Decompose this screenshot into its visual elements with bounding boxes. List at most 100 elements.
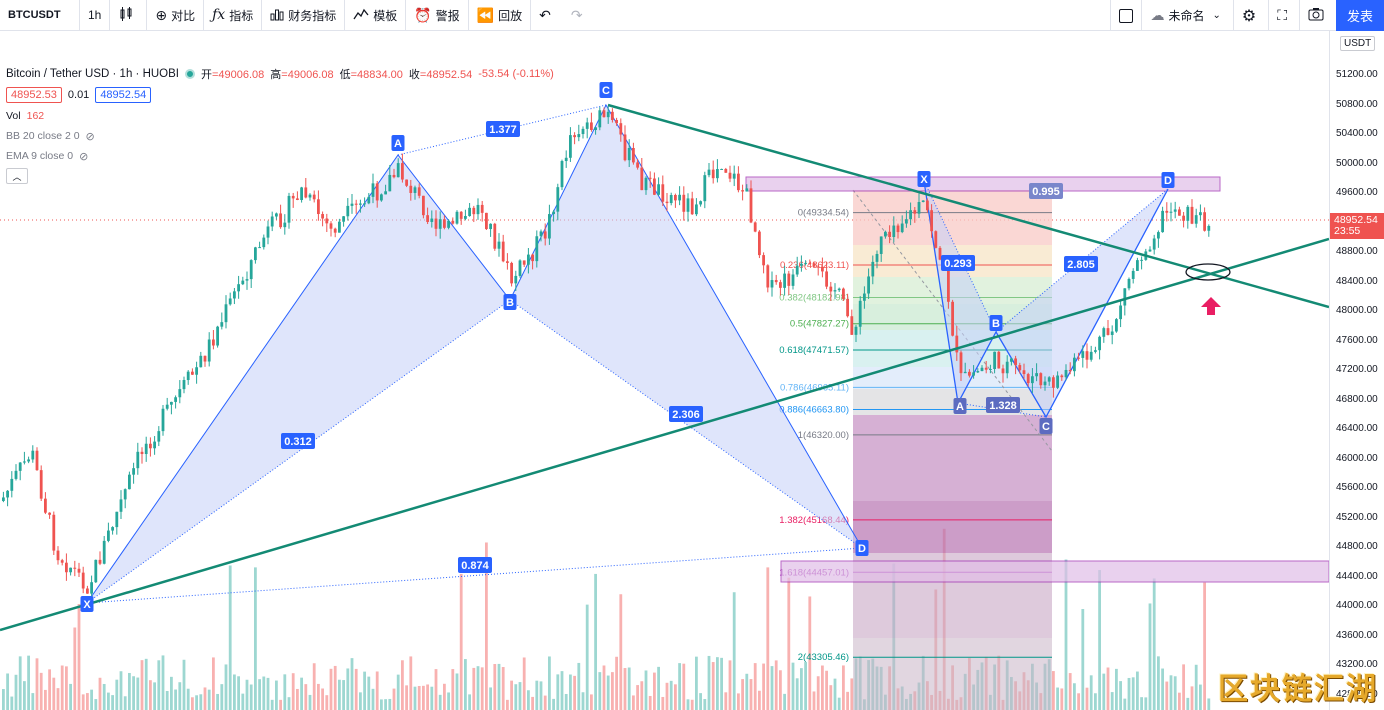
candle-body	[665, 201, 669, 204]
uptrend-line[interactable]	[0, 237, 1329, 632]
eye-hidden-icon[interactable]: ⊘	[85, 130, 95, 143]
volume-bar	[1207, 698, 1211, 710]
volume-bar	[39, 672, 43, 710]
currency-badge[interactable]: USDT	[1340, 36, 1376, 51]
candle-body	[989, 369, 992, 371]
candle-body	[144, 443, 148, 455]
candle-body	[779, 282, 782, 288]
volume-bar	[224, 664, 228, 710]
fib-label: 0(49334.54)	[798, 208, 849, 219]
interval-button[interactable]: 1h	[80, 0, 111, 31]
chart-type-button[interactable]	[110, 0, 148, 31]
candle-body	[1182, 215, 1185, 221]
select-layout-checkbox[interactable]	[1110, 0, 1141, 31]
volume-bar	[18, 656, 22, 710]
candle-body	[1052, 377, 1055, 388]
volume-bar	[430, 686, 434, 710]
volume-bar	[531, 696, 534, 710]
volume-bar	[1161, 668, 1164, 710]
volume-bar	[476, 666, 480, 710]
volume-bar	[1060, 688, 1064, 710]
pattern-large-xab-fill	[87, 155, 510, 603]
undo-button[interactable]: ↶	[531, 0, 563, 31]
legend-title[interactable]: Bitcoin / Tether USD · 1h · HUOBI	[6, 68, 179, 80]
volume-bar	[1094, 693, 1097, 710]
volume-bar	[409, 656, 413, 710]
pattern-small-bcd-fill	[996, 189, 1168, 417]
eye-hidden-icon[interactable]: ⊘	[79, 150, 89, 163]
compare-label: 对比	[171, 8, 196, 23]
candle-body	[1073, 357, 1076, 372]
templates-button[interactable]: 模板	[345, 0, 407, 31]
pattern-large-point-c: C	[602, 85, 610, 97]
candle-body	[338, 221, 341, 233]
candle-body	[1043, 381, 1047, 386]
candle-body	[401, 163, 404, 180]
fib-label: 2(43305.46)	[798, 652, 849, 663]
undo-icon: ↶	[539, 6, 551, 23]
fib-retracement[interactable]: 0(49334.54)0.236(48623.11)0.382(48182.98…	[779, 189, 1053, 710]
candle-body	[283, 222, 287, 228]
volume-bar	[791, 662, 795, 710]
volume-bar	[1115, 668, 1118, 710]
redo-button[interactable]: ↷	[563, 0, 595, 31]
buy-price-button[interactable]: 48952.54	[95, 87, 152, 103]
candle-body	[1094, 350, 1097, 352]
replay-button[interactable]: ⏪ 回放	[469, 0, 532, 31]
pattern-small-xb-dotted	[923, 180, 997, 333]
fib-label: 0.886(46663.80)	[779, 405, 849, 416]
fullscreen-button[interactable]: ⛶	[1268, 0, 1299, 31]
vol-value: 162	[26, 110, 45, 122]
candle-body	[14, 470, 18, 479]
candle-body	[900, 223, 904, 233]
price-scale[interactable]: USDT 51200.00 50800.00 50400.00 50000.00 496…	[1329, 31, 1384, 710]
resistance-zone[interactable]	[745, 176, 1221, 192]
candle-body	[1110, 331, 1114, 335]
candle-body	[506, 261, 509, 263]
sell-price-button[interactable]: 48952.53	[6, 87, 62, 103]
price-tick: 43600.00	[1336, 629, 1378, 641]
candle-body	[485, 212, 488, 230]
candle-body	[917, 202, 921, 214]
publish-button[interactable]: 发表	[1336, 0, 1384, 31]
ema-indicator-legend[interactable]: EMA 9 close 0 ⊘	[6, 149, 554, 163]
candle-body	[955, 335, 959, 353]
candle-body	[548, 214, 551, 239]
support-zone[interactable]	[780, 560, 1329, 583]
volume-bar	[1102, 673, 1106, 710]
compare-button[interactable]: ⊕ 对比	[147, 0, 205, 31]
chart-canvas[interactable]: 0(49334.54)0.236(48623.11)0.382(48182.98…	[0, 31, 1329, 710]
alert-button[interactable]: ⏰ 警报	[406, 0, 469, 31]
volume-bar	[69, 683, 72, 710]
snapshot-button[interactable]	[1299, 0, 1336, 31]
financials-button[interactable]: 财务指标	[262, 0, 346, 31]
candle-body	[476, 204, 480, 215]
volume-bar	[354, 668, 358, 710]
bb-indicator-legend[interactable]: BB 20 close 2 0 ⊘	[6, 129, 554, 143]
volume-bar	[846, 691, 849, 710]
alert-label: 警报	[435, 8, 460, 23]
volume-indicator-legend[interactable]: Vol 162	[6, 109, 554, 123]
candle-body	[186, 371, 190, 381]
price-tick: 45200.00	[1336, 511, 1378, 523]
pattern-small-point-c-box	[1039, 418, 1053, 434]
candle-body	[695, 204, 698, 215]
candle-body	[749, 188, 753, 223]
volume-bar	[707, 655, 711, 710]
volume-bar	[590, 694, 593, 710]
up-arrow-icon[interactable]	[1201, 297, 1221, 315]
vol-label: Vol	[6, 110, 21, 122]
chart-pane[interactable]: 0(49334.54)0.236(48623.11)0.382(48182.98…	[0, 31, 1329, 710]
volume-bar	[787, 577, 791, 710]
candle-body	[758, 231, 761, 256]
layout-name-button[interactable]: ☁ 未命名 ⌄	[1141, 0, 1232, 31]
collapse-legend-button[interactable]: ︿	[6, 168, 28, 184]
intersection-ellipse[interactable]	[1185, 263, 1231, 281]
candle-body	[892, 225, 896, 238]
candle-body	[438, 219, 442, 229]
candle-body	[1056, 375, 1059, 388]
indicators-button[interactable]: ƒx 指标	[204, 0, 263, 31]
symbol-search-button[interactable]: BTCUSDT	[0, 0, 80, 31]
settings-button[interactable]: ⚙	[1232, 0, 1268, 31]
candle-body	[81, 572, 85, 589]
